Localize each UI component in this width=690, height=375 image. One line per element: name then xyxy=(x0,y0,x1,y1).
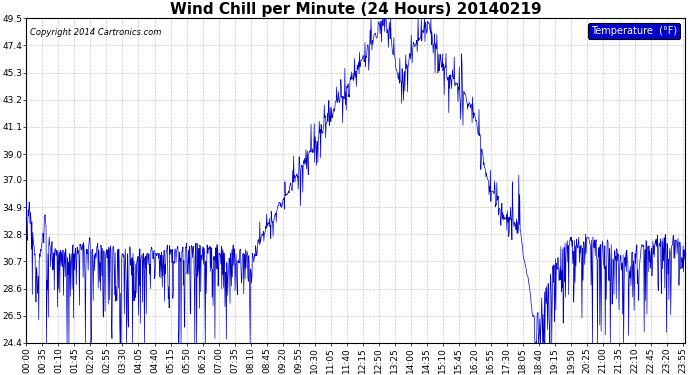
Title: Wind Chill per Minute (24 Hours) 20140219: Wind Chill per Minute (24 Hours) 2014021… xyxy=(170,2,542,17)
Text: Copyright 2014 Cartronics.com: Copyright 2014 Cartronics.com xyxy=(30,28,161,37)
Legend: Temperature  (°F): Temperature (°F) xyxy=(588,23,680,39)
